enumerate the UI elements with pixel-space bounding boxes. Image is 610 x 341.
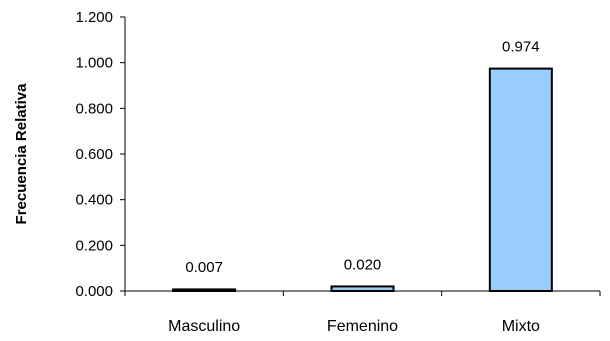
x-tick-label: Mixto [502,318,540,335]
data-label: 0.020 [344,256,382,273]
data-labels: 0.007 0.020 0.974 [185,39,539,276]
bar-mixto [488,67,553,292]
bar-masculino [172,288,237,293]
y-tick-label: 1.200 [75,9,113,26]
x-axis: Masculino Femenino Mixto [124,290,601,335]
y-tick-label: 1.000 [75,55,113,72]
y-tick-label: 0.000 [75,283,113,300]
y-axis-title: Frecuencia Relativa [13,83,30,225]
y-tick-label: 0.400 [75,192,113,209]
data-label: 0.007 [185,259,223,276]
bars [172,67,553,293]
y-tick-label: 0.200 [75,237,113,254]
bar-femenino [330,285,395,292]
x-tick-label: Masculino [168,318,240,335]
y-tick-label: 0.800 [75,100,113,117]
data-label: 0.974 [502,39,540,56]
y-axis: 0.000 0.200 0.400 0.600 0.800 1.000 1.200 [75,9,126,300]
y-tick-label: 0.600 [75,146,113,163]
x-tick-label: Femenino [327,318,398,335]
